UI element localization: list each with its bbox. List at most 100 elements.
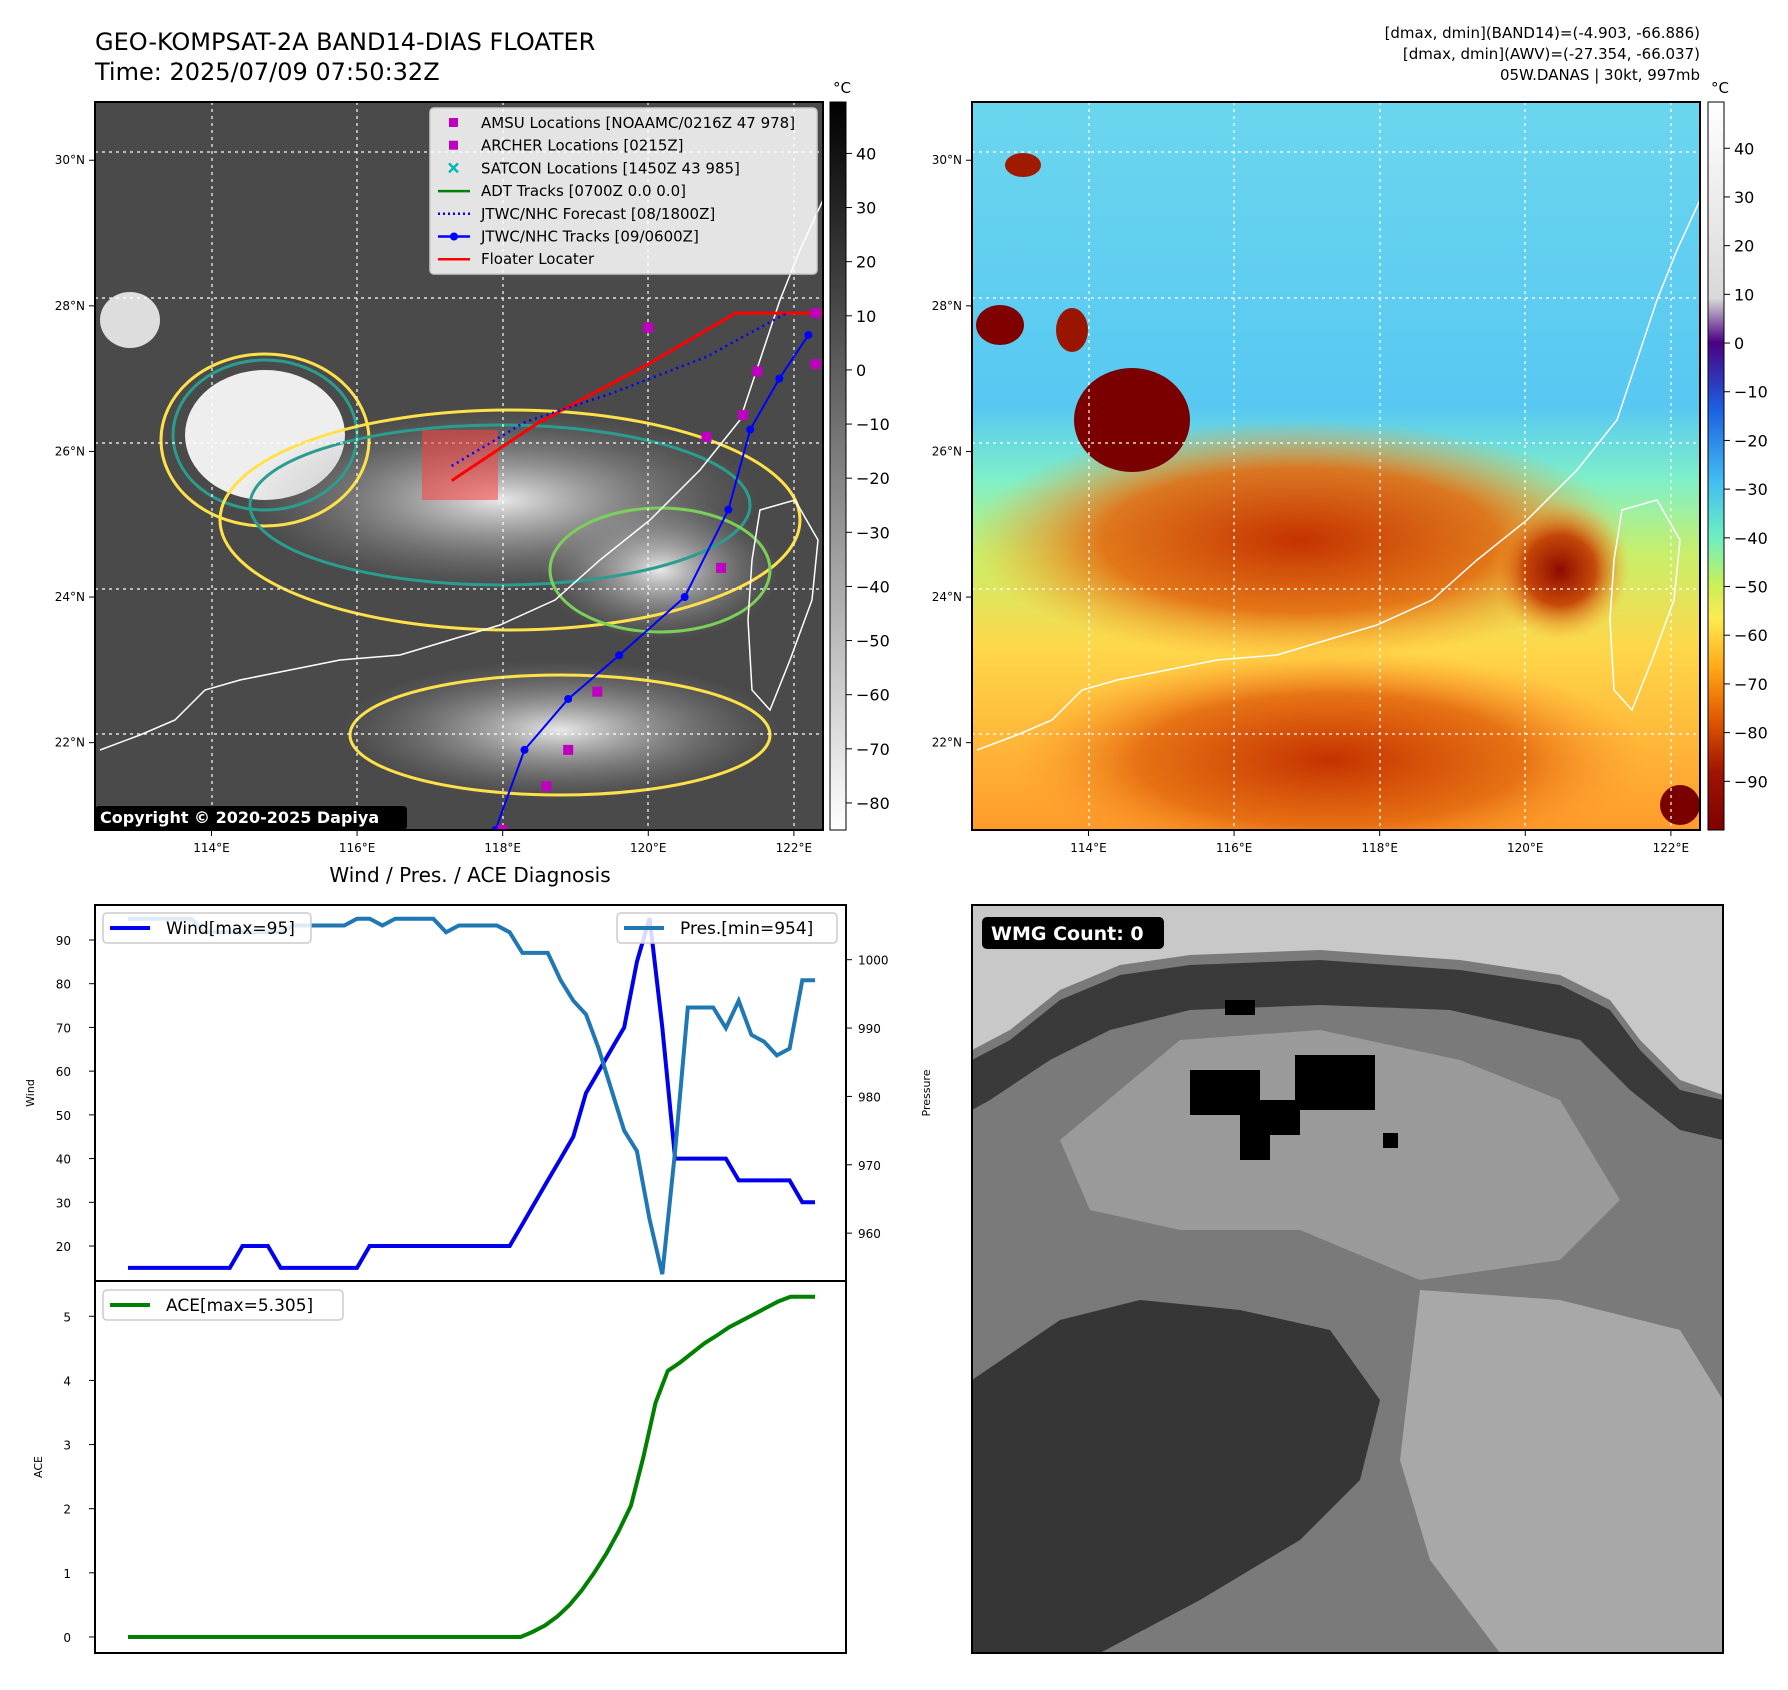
wmg-label-box [982,917,1164,949]
colorbar-tick-label: 40 [856,144,876,163]
colorbar-tick-label: −60 [1734,626,1768,645]
enh-convection-south [1010,650,1650,830]
amsu-point [737,410,748,421]
floater-track [450,311,823,482]
legend-square-marker [449,140,458,150]
colorbar-tick-label: −70 [1734,675,1768,694]
ytick-label: 1 [63,1567,71,1581]
colorbar-tick-label: −30 [856,523,890,542]
colorbar-tick-label: 30 [1734,188,1754,207]
colorbar-tick-label: −10 [1734,383,1768,402]
colorbar-tick-label: −10 [856,415,890,434]
enh-cold-top-north-3 [1005,153,1041,177]
ytick-label: 980 [858,1090,881,1104]
colorbar-tick-label: −40 [856,577,890,596]
wind-pres-plot-frame [94,904,847,1282]
ytick-label: 1000 [858,954,889,968]
ir-cloud-band-south [340,660,780,800]
colorbar-tick-label: 40 [1734,139,1754,158]
enh-colorbar [1707,101,1725,831]
ytick-label: 50 [56,1109,71,1123]
enh-cold-top-north-1 [976,305,1024,345]
wmg-panel [972,905,1723,1653]
jtwc-track-point [615,651,624,660]
ytick-label: 3 [63,1439,71,1453]
colorbar-tick-label: −80 [856,794,890,813]
amsu-point [497,825,508,830]
wmg-black-core-6 [1383,1133,1398,1148]
legend-dot-marker [450,232,458,241]
enh-axis-ticks: 114°E 116°E 118°E 120°E 122°E 30°N 28°N 26°N 24°… [932,153,1689,855]
ir-contour-south [348,673,772,797]
jtwc-track-point [746,425,755,434]
ir-colorbar-unit: °C [833,79,851,97]
ytick-label: 990 [858,1022,881,1036]
amsu-point [810,359,821,370]
ir-contour-west-outer [159,352,371,528]
wmg-label: WMG Count: 0 [991,923,1144,945]
colorbar-tick-label: −40 [1734,529,1768,548]
lon-tick-label: 116°E [1216,841,1253,855]
stats-line-1: [dmax, dmin](BAND14)=(-4.903, -66.886) [1385,24,1700,42]
legend-x-marker [448,162,459,174]
ir-map-frame [94,101,824,831]
stats-line-2: [dmax, dmin](AWV)=(-27.354, -66.037) [1403,45,1700,63]
amsu-point [752,366,763,377]
wmg-black-core-4 [1240,1130,1270,1160]
colorbar-tick-label: −70 [856,740,890,759]
lon-tick-label: 116°E [339,841,376,855]
jtwc-track-point [680,593,689,602]
legend-label: JTWC/NHC Forecast [08/1800Z] [480,205,715,223]
lat-tick-label: 30°N [55,153,85,167]
wind-ylabel: Wind [24,1079,37,1107]
colorbar-tick-label: −20 [856,469,890,488]
ir-contour-east [548,506,772,634]
colorbar-tick-label: 20 [1734,237,1754,256]
colorbar-tick-label: 20 [856,253,876,272]
amsu-point [716,562,727,573]
wind-plot: 20 30 40 50 60 70 80 90 [56,917,815,1270]
enh-gridlines [972,102,1700,830]
ytick-label: 20 [56,1240,71,1254]
lon-tick-label: 122°E [1653,841,1690,855]
colorbar-tick-label: 0 [856,361,866,380]
legend-label: ARCHER Locations [0215Z] [481,137,684,155]
amsu-point [592,686,603,697]
ir-tracks [450,308,823,830]
ir-taiwan-outline [747,499,819,712]
ace-ylabel: ACE [32,1456,45,1478]
enh-taiwan-outline [1609,499,1681,712]
colorbar-tick-label: −80 [1734,724,1768,743]
pres-legend-box [616,912,838,944]
pres-ylabel: Pressure [920,1069,933,1116]
legend-label: Floater Locater [481,250,595,268]
enh-convection-band [972,420,1630,660]
ytick-label: 30 [56,1196,71,1210]
ace-legend-label: ACE[max=5.305] [166,1296,313,1316]
wind-legend-box [102,912,312,944]
copyright-box [95,806,407,830]
diagnosis-title: Wind / Pres. / ACE Diagnosis [329,863,610,887]
lon-tick-label: 114°E [193,841,230,855]
ace-legend: ACE[max=5.305] [102,1289,344,1321]
jtwc-track-point [564,694,573,703]
ace-plot: 0 1 2 3 4 5 [63,1294,815,1645]
ytick-label: 5 [63,1310,71,1324]
enh-map-frame [971,101,1701,831]
jtwc-track-point [724,505,733,514]
legend-label: AMSU Locations [NOAAMC/0216Z 47 978] [481,114,795,132]
legend-square-marker [449,118,458,127]
ir-contour-band [248,423,752,587]
colorbar-tick-label: −30 [1734,480,1768,499]
enh-cold-top-north-2 [1056,308,1088,352]
enh-colorbar-unit: °C [1711,79,1729,97]
lat-tick-label: 22°N [55,736,85,750]
colorbar-tick-label: −50 [1734,578,1768,597]
ytick-label: 2 [63,1503,71,1517]
ace-plot-frame [94,1280,847,1654]
ytick-label: 970 [858,1159,881,1173]
wind-series-line [128,917,815,1270]
lon-tick-label: 122°E [776,841,813,855]
lat-tick-label: 28°N [55,299,85,313]
amsu-point [701,431,712,442]
